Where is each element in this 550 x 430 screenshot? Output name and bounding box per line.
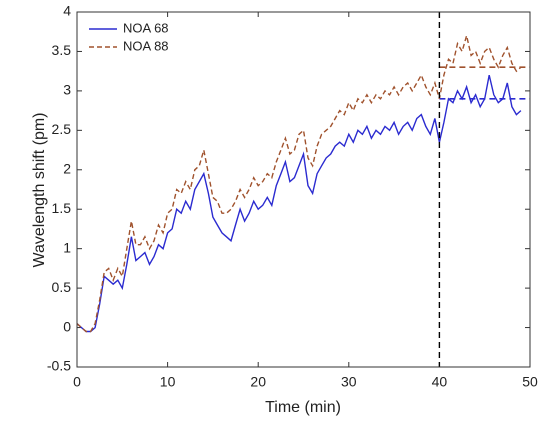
x-axis-title: Time (min): [265, 399, 341, 416]
y-axis-title: Wavelength shift (pm): [31, 112, 48, 267]
y-tick-label: 2.5: [52, 121, 72, 137]
y-tick-label: 4: [63, 3, 71, 19]
y-tick-label: 1.5: [52, 200, 72, 216]
x-tick-label: 50: [522, 374, 538, 390]
y-tick-label: 0.5: [52, 279, 72, 295]
x-tick-label: 30: [341, 374, 357, 390]
y-tick-label: 2: [63, 160, 71, 176]
y-tick-label: -0.5: [47, 358, 71, 374]
x-tick-label: 10: [160, 374, 176, 390]
plot-area: [77, 12, 530, 367]
plot-frame: [76, 11, 531, 368]
data-line: [76, 35, 522, 333]
y-tick-label: 0: [63, 318, 71, 334]
legend-box: [82, 17, 186, 61]
y-tick-label: 3: [63, 82, 71, 98]
x-tick-label: 20: [250, 374, 266, 390]
y-tick-label: 3.5: [52, 42, 72, 58]
data-line: [76, 74, 522, 333]
x-tick-label: 40: [432, 374, 448, 390]
x-tick-label: 0: [73, 374, 81, 390]
legend-text: NOA 68: [123, 20, 169, 35]
legend-text: NOA 88: [123, 38, 169, 53]
y-tick-label: 1: [63, 239, 71, 255]
